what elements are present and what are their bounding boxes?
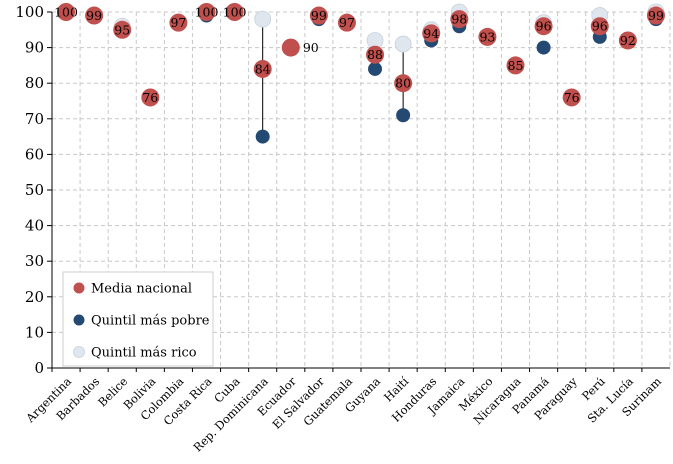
point-media-nacional-el-salvador [309,6,328,25]
point-media-nacional-guatemala [337,13,356,32]
y-tick-label-70: 70 [25,110,44,128]
point-media-nacional-costa-rica [197,3,216,21]
data-label-el-salvador: 99 [311,8,327,23]
point-quintil-mas-pobre-haiti [396,108,411,123]
y-tick-label-60: 60 [25,145,44,163]
legend-label-media-nacional: Media nacional [91,282,192,297]
data-label-peru: 96 [592,19,608,34]
point-media-nacional-panama [534,17,553,36]
data-label-guatemala: 97 [339,15,355,30]
axis-layer: 0102030405060708090100ArgentinaBarbadosB… [15,3,670,454]
data-label-cuba: 100 [223,5,247,20]
y-tick-label-10: 10 [25,323,44,341]
point-media-nacional-rep-dominicana [253,59,272,78]
data-label-jamaica: 98 [451,12,467,27]
data-label-guyana: 88 [367,47,383,62]
point-media-nacional-sta-lucia [618,31,637,50]
legend: Media nacional Quintil más pobre Quintil m… [62,271,214,367]
data-label-costa-rica: 100 [195,5,219,20]
data-label-surinam: 99 [648,8,664,23]
point-media-nacional-belice [113,20,132,39]
grid-layer [52,11,671,368]
data-label-haiti: 80 [395,76,411,91]
point-media-nacional-peru [590,17,609,36]
y-tick-label-90: 90 [25,39,44,57]
data-label-argentina: 100 [54,5,78,20]
y-tick-label-80: 80 [25,74,44,92]
point-media-nacional-surinam [646,6,665,25]
data-label-nicaragua: 85 [508,58,524,73]
y-tick-label-0: 0 [34,359,44,377]
point-media-nacional-haiti [394,74,413,93]
point-media-nacional-ecuador [281,38,300,57]
point-quintil-mas-pobre-rep-dominicana [255,129,270,144]
legend-marker-media-nacional [73,282,85,294]
point-media-nacional-cuba [225,3,244,21]
data-label-barbados: 99 [86,8,102,23]
data-label-bolivia: 76 [142,90,158,105]
point-media-nacional-paraguay [562,88,581,107]
legend-box [62,271,214,367]
data-label-colombia: 97 [170,15,186,30]
data-label-sta-lucia: 92 [620,33,636,48]
point-media-nacional-honduras [422,24,441,43]
y-tick-label-30: 30 [25,252,44,270]
point-media-nacional-colombia [169,13,188,32]
data-label-ecuador: 90 [303,40,319,55]
point-media-nacional-nicaragua [506,56,525,75]
data-label-rep-dominicana: 84 [255,61,271,76]
legend-marker-quintil-mas-pobre [73,314,85,326]
y-tick-label-40: 40 [25,217,44,235]
y-tick-label-50: 50 [25,181,44,199]
data-label-belice: 95 [114,22,130,37]
point-media-nacional-guyana [366,45,385,64]
data-label-honduras: 94 [423,26,439,41]
point-quintil-mas-pobre-guyana [368,61,383,76]
point-media-nacional-jamaica [450,10,469,29]
legend-marker-quintil-mas-rico [73,346,85,358]
point-media-nacional-mexico [478,27,497,46]
point-layer [57,3,665,144]
y-tick-label-100: 100 [15,3,44,21]
point-quintil-mas-rico-haiti [394,35,412,53]
y-tick-label-20: 20 [25,288,44,306]
data-label-mexico: 93 [479,29,495,44]
data-label-layer: 100 99 95 76 97 100 100 84 90 99 97 88 80 94 98 93 85 96 7… [54,5,664,105]
legend-label-quintil-mas-pobre: Quintil más pobre [91,314,210,329]
point-quintil-mas-pobre-panama [536,40,551,55]
legend-label-quintil-mas-rico: Quintil más rico [91,346,197,361]
point-media-nacional-bolivia [141,88,160,107]
data-label-paraguay: 76 [564,90,580,105]
data-label-panama: 96 [536,19,552,34]
point-media-nacional-barbados [85,6,104,25]
point-media-nacional-argentina [57,3,76,21]
point-quintil-mas-rico-rep-dominicana [254,10,272,28]
